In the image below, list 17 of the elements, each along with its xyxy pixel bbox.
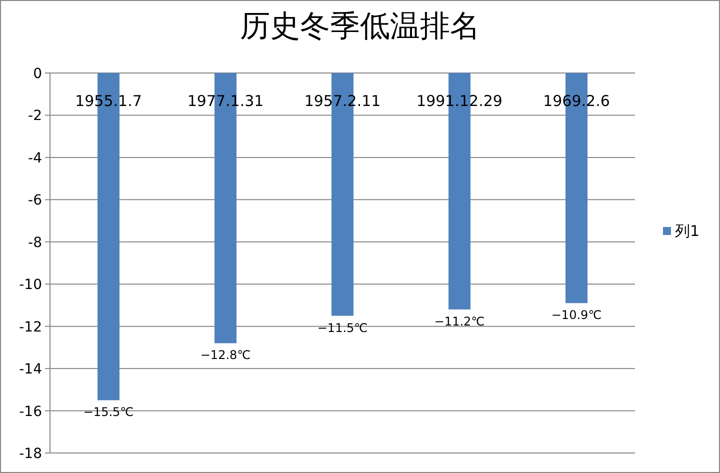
y-tick-label: -16 [19, 404, 42, 420]
y-tick-label: -6 [28, 192, 42, 209]
y-tick-label: -2 [28, 108, 42, 124]
data-label: −11.2℃ [434, 314, 485, 328]
y-tick-label: -10 [19, 277, 42, 294]
y-tick-label: -12 [19, 319, 42, 336]
y-tick-label: -18 [19, 446, 42, 462]
data-label: −10.9℃ [551, 308, 602, 322]
data-label: −15.5℃ [83, 405, 134, 420]
legend-label: 列1 [675, 222, 700, 240]
data-label: −12.8℃ [200, 348, 251, 362]
y-tick-label: 0 [33, 66, 42, 82]
chart-title: 历史冬季低温排名 [240, 9, 480, 44]
y-tick-label: -4 [28, 150, 42, 166]
y-tick-label: -8 [28, 234, 42, 251]
y-tick-label: -14 [19, 362, 42, 378]
data-label: −11.5℃ [317, 320, 368, 335]
